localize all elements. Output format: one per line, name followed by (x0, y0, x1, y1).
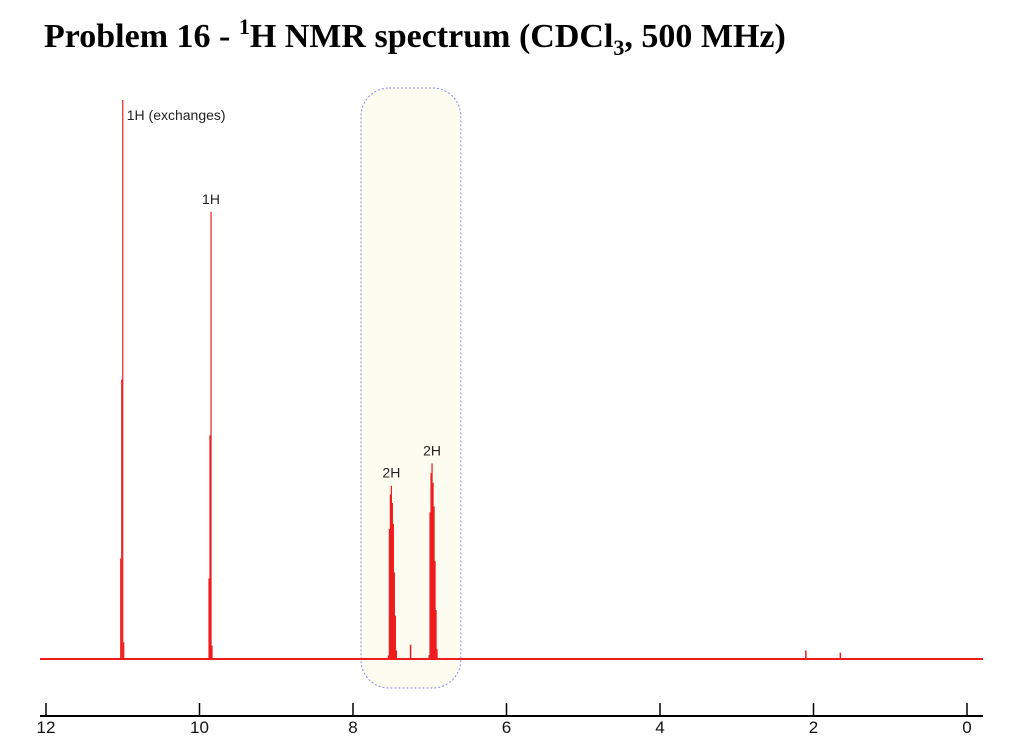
x-tick-label: 4 (655, 718, 664, 737)
peak-label: 2H (423, 442, 441, 458)
peak-label: 1H (exchanges) (127, 107, 226, 123)
x-tick-label: 0 (962, 718, 971, 737)
title-superscript: 1 (238, 14, 250, 39)
x-tick-label: 10 (190, 718, 209, 737)
peak-label: 1H (202, 191, 220, 207)
title-subscript: 3 (613, 35, 625, 60)
title-suffix: , 500 MHz) (624, 18, 786, 55)
highlight-region (360, 87, 462, 689)
peak-label: 2H (382, 465, 400, 481)
title-prefix: Problem 16 - (44, 18, 239, 55)
page-title: Problem 16 - 1H NMR spectrum (CDCl3, 500… (44, 14, 786, 60)
x-tick-label: 2 (809, 718, 818, 737)
title-main: H NMR spectrum (CDCl (249, 18, 614, 55)
x-tick-label: 6 (502, 718, 511, 737)
x-tick-label: 12 (37, 718, 56, 737)
x-tick-label: 8 (348, 718, 357, 737)
